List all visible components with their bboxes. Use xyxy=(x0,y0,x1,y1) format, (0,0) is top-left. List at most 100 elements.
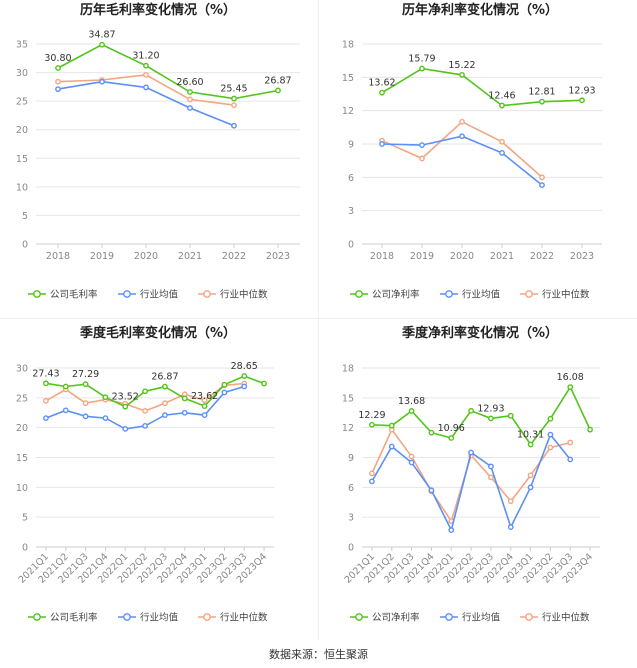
data-point-company xyxy=(539,98,545,105)
data-point-industry_median xyxy=(419,155,425,162)
data-label: 27.43 xyxy=(32,368,59,379)
data-label: 28.65 xyxy=(231,361,258,372)
data-point-industry_median xyxy=(459,118,465,125)
data-point-company xyxy=(99,41,105,48)
data-point-company xyxy=(62,383,69,390)
legend-swatch-marker xyxy=(123,290,131,298)
y-tick-label: 9 xyxy=(348,140,354,151)
data-label: 13.68 xyxy=(398,396,425,407)
y-tick-label: 15 xyxy=(16,453,28,464)
data-label: 25.45 xyxy=(220,84,247,95)
data-point-company xyxy=(162,383,168,390)
legend-label: 行业均值 xyxy=(140,289,179,301)
y-tick-label: 15 xyxy=(342,393,354,404)
data-point-company xyxy=(408,408,415,414)
y-tick-label: 9 xyxy=(348,453,354,464)
legend-label: 公司毛利率 xyxy=(50,612,98,624)
series-line-company xyxy=(45,375,265,408)
data-point-industry_avg xyxy=(122,425,129,432)
legend-item-company: 公司毛利率 xyxy=(28,289,98,301)
x-tick-label: 2023 xyxy=(570,251,594,262)
data-point-company xyxy=(369,421,375,428)
legend-label: 行业中位数 xyxy=(220,612,268,624)
y-tick-label: 30 xyxy=(16,364,28,375)
legend-item-industry_avg: 行业均值 xyxy=(440,612,501,624)
data-point-industry_avg xyxy=(241,383,248,390)
y-tick-label: 35 xyxy=(16,40,28,51)
y-tick-label: 0 xyxy=(348,240,354,251)
data-point-industry_avg xyxy=(419,142,425,149)
data-point-company xyxy=(388,422,395,429)
data-point-industry_avg xyxy=(162,412,168,419)
data-point-company xyxy=(82,381,89,388)
y-tick-label: 25 xyxy=(16,393,28,404)
y-tick-label: 10 xyxy=(16,182,28,193)
x-tick-label: 2022 xyxy=(222,251,246,262)
x-tick-label: 2018 xyxy=(46,251,70,262)
data-point-industry_median xyxy=(488,474,494,481)
data-point-company xyxy=(181,395,188,402)
legend-label: 行业均值 xyxy=(462,289,501,301)
chart-title: 历年毛利率变化情况（%） xyxy=(80,2,236,18)
y-tick-label: 20 xyxy=(16,423,28,434)
data-label: 13.62 xyxy=(368,78,395,89)
data-label: 12.93 xyxy=(568,85,595,96)
chart-title: 季度毛利率变化情况（%） xyxy=(79,325,236,341)
y-tick-label: 0 xyxy=(22,543,28,554)
data-point-company xyxy=(579,97,585,104)
legend-label: 公司净利率 xyxy=(372,289,420,301)
series-line-industry_median xyxy=(371,428,571,523)
data-point-industry_avg xyxy=(507,524,514,531)
data-point-industry_median xyxy=(499,138,505,145)
data-point-industry_avg xyxy=(221,389,228,396)
chart-title: 季度净利率变化情况（%） xyxy=(401,325,558,341)
legend-item-industry_avg: 行业均值 xyxy=(118,289,179,301)
data-point-industry_avg xyxy=(527,484,534,491)
legend: 公司净利率 行业均值 行业中位数 xyxy=(350,612,590,624)
data-point-company xyxy=(241,373,248,379)
chart-panel-2: 历年净利率变化情况（%） 0 3 6 9 12 15 18 2018 2019 2020 2021 20… xyxy=(342,2,602,301)
legend-swatch-marker xyxy=(33,613,41,621)
series-line-industry_avg xyxy=(371,433,571,533)
legend: 公司毛利率 行业均值 行业中位数 xyxy=(28,612,268,624)
legend-swatch-marker xyxy=(355,613,363,621)
legend-item-industry_median: 行业中位数 xyxy=(520,612,590,624)
x-tick-label: 2021 xyxy=(490,251,514,262)
legend-swatch-marker xyxy=(445,613,453,621)
data-label: 26.87 xyxy=(151,372,178,383)
data-point-company xyxy=(448,435,455,441)
data-point-company xyxy=(468,407,474,414)
data-point-company xyxy=(527,441,534,448)
x-tick-label: 2020 xyxy=(450,251,474,262)
chart-panel-3: 季度毛利率变化情况（%）0510152025302021Q12021Q22021… xyxy=(16,325,274,624)
legend-item-company: 公司净利率 xyxy=(350,612,420,624)
data-point-industry_avg xyxy=(43,415,49,422)
x-tick-label: 2018 xyxy=(370,251,394,262)
data-point-company xyxy=(122,403,129,410)
data-label: 34.87 xyxy=(88,30,115,41)
data-point-industry_median xyxy=(408,453,415,460)
data-point-industry_avg xyxy=(488,463,494,470)
legend-label: 行业均值 xyxy=(462,612,501,624)
data-point-company xyxy=(143,62,149,69)
x-tick-label: 2019 xyxy=(410,251,434,262)
data-point-industry_avg xyxy=(567,456,574,463)
legend-swatch-marker xyxy=(355,290,363,298)
data-point-industry_avg xyxy=(448,527,455,533)
y-tick-label: 15 xyxy=(342,73,354,84)
data-label: 10.96 xyxy=(438,423,465,434)
data-point-industry_median xyxy=(162,400,168,407)
panel-divider-vertical xyxy=(318,0,319,640)
data-point-industry_median xyxy=(143,71,149,78)
footer: 数据来源：恒生聚源 xyxy=(0,646,637,662)
y-tick-label: 6 xyxy=(348,483,354,494)
y-tick-label: 25 xyxy=(16,97,28,108)
data-point-company xyxy=(55,65,61,71)
chart-title: 历年净利率变化情况（%） xyxy=(402,2,558,18)
data-point-industry_median xyxy=(142,408,148,414)
data-label: 12.93 xyxy=(477,403,504,414)
data-point-company xyxy=(459,71,465,78)
data-point-company xyxy=(142,388,148,395)
data-point-industry_avg xyxy=(379,141,385,147)
data-point-company xyxy=(261,380,267,387)
